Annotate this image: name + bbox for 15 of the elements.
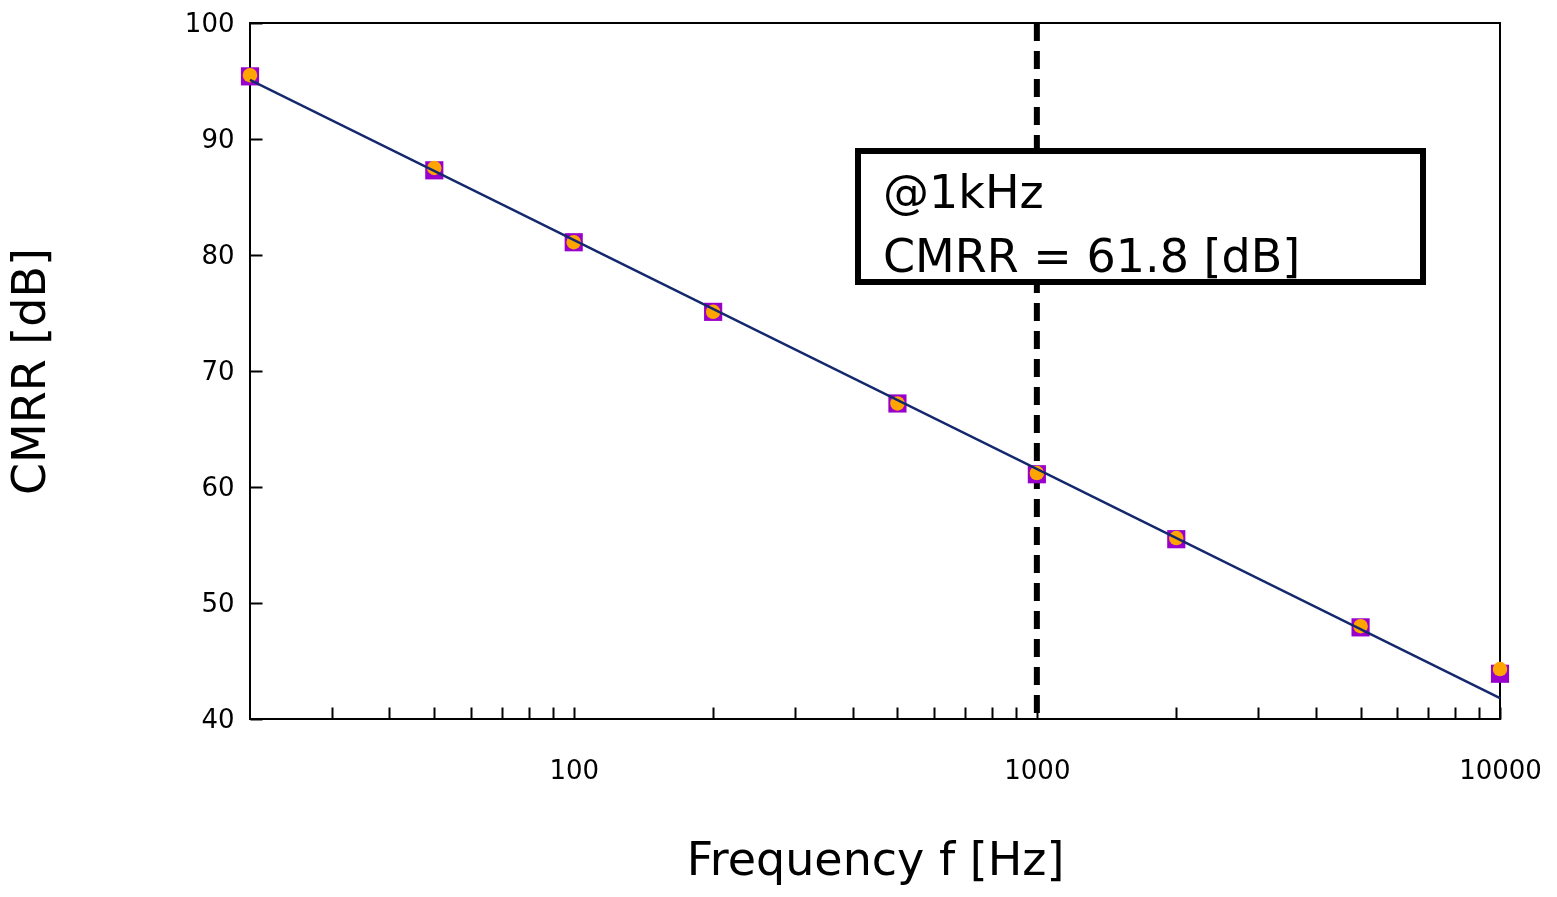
x-axis-title: Frequency f [Hz] bbox=[686, 831, 1065, 886]
callout-box: @1kHz CMRR = 61.8 [dB] bbox=[855, 148, 1426, 285]
y-tick-label: 100 bbox=[184, 7, 235, 38]
y-tick-label: 80 bbox=[201, 239, 235, 270]
annotation: CMRR = 61.8 [dB] bbox=[883, 228, 1302, 285]
y-tick-label: 60 bbox=[201, 471, 235, 502]
x-tick-label: 1000 bbox=[1004, 754, 1071, 785]
y-tick-label: 70 bbox=[201, 355, 235, 386]
y-tick-label: 40 bbox=[201, 703, 235, 734]
x-tick-label: 10000 bbox=[1459, 754, 1542, 785]
y-axis-title: CMRR [dB] bbox=[1, 247, 56, 496]
y-tick-label: 90 bbox=[201, 123, 235, 154]
x-tick-label: 100 bbox=[549, 754, 600, 785]
y-tick-label: 50 bbox=[201, 587, 235, 618]
annotation: @1kHz bbox=[883, 164, 1045, 221]
